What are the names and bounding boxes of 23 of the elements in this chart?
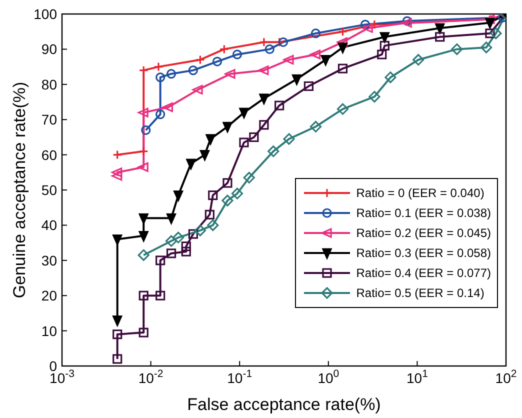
x-tick-label: 10$^{2}$ xyxy=(495,368,517,386)
y-tick-label: 20 xyxy=(41,288,58,304)
y-tick-label: 40 xyxy=(41,217,58,234)
x-tick-label: 10$^{-2}$ xyxy=(138,368,164,386)
x-axis-title: False acceptance rate(%) xyxy=(187,395,381,414)
y-tick-label: 100 xyxy=(34,6,58,22)
legend-label: Ratio= 0.2 (EER = 0.045) xyxy=(356,226,491,240)
y-axis-title: Genuine acceptance rate(%) xyxy=(10,82,30,298)
x-tick-label: 10$^{1}$ xyxy=(406,368,428,386)
legend-label: Ratio= 0.3 (EER = 0.058) xyxy=(356,246,491,260)
y-tick-label: 70 xyxy=(41,112,58,128)
y-tick-label: 30 xyxy=(41,252,58,268)
legend-label: Ratio = 0 (EER = 0.040) xyxy=(356,186,484,200)
y-tick-label: 80 xyxy=(41,76,58,92)
y-tick-label: 90 xyxy=(41,41,58,58)
legend-label: Ratio= 0.1 (EER = 0.038) xyxy=(356,206,491,220)
y-tick-label: 60 xyxy=(41,146,58,163)
y-tick-label: 10 xyxy=(41,322,58,339)
x-tick-label: 10$^{0}$ xyxy=(318,368,340,386)
legend-label: Ratio= 0.5 (EER = 0.14) xyxy=(356,286,484,300)
y-tick-label: 50 xyxy=(41,182,58,198)
x-tick-label: 10$^{-1}$ xyxy=(227,368,252,386)
legend-label: Ratio= 0.4 (EER = 0.077) xyxy=(356,266,491,280)
